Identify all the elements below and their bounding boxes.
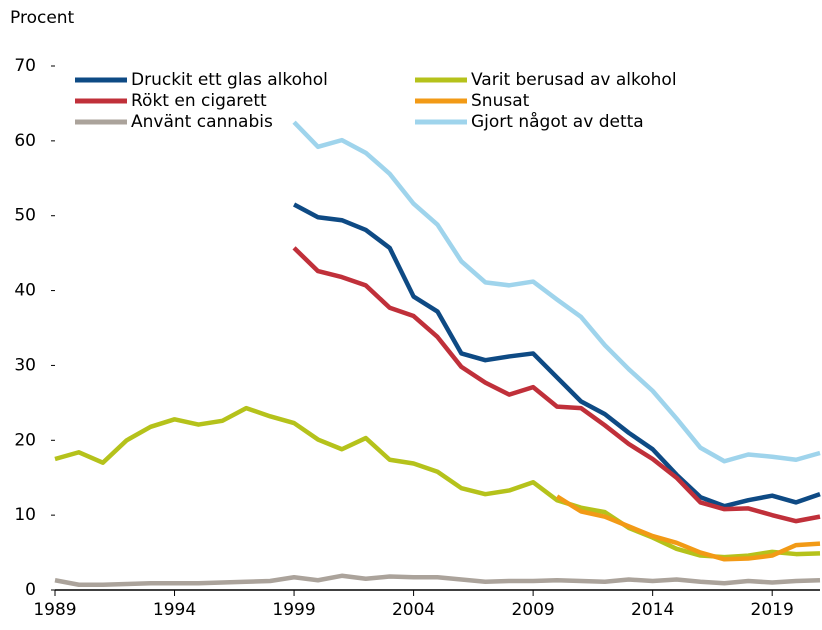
x-tick-label: 2004 [392, 600, 435, 620]
legend-label: Använt cannabis [131, 112, 273, 132]
x-tick-label: 1989 [33, 600, 76, 620]
y-tick-label: 30 [14, 355, 36, 375]
series-line [292, 246, 821, 524]
series-line [54, 405, 821, 560]
legend-label: Snusat [471, 91, 530, 111]
series-line [293, 202, 821, 509]
x-tick-label: 1999 [272, 600, 315, 620]
legend-label: Gjort något av detta [471, 111, 644, 132]
y-tick-label: 70 [14, 56, 36, 76]
legend-label: Varit berusad av alkohol [471, 70, 677, 90]
series-line [555, 494, 821, 562]
y-tick-label: 10 [14, 505, 36, 525]
legend-label: Rökt en cigarett [131, 91, 267, 111]
y-tick-label: 20 [14, 430, 36, 450]
y-tick-label: 0 [25, 580, 36, 600]
y-tick-label: 40 [14, 281, 36, 301]
x-tick-label: 2009 [511, 600, 554, 620]
x-tick-label: 2019 [751, 600, 794, 620]
series-line [292, 120, 821, 464]
y-tick-label: 50 [14, 206, 36, 226]
x-tick-label: 2014 [631, 600, 674, 620]
x-tick-label: 1994 [153, 600, 196, 620]
legend-label: Druckit ett glas alkohol [131, 70, 328, 90]
series-line [54, 573, 821, 588]
y-tick-label: 60 [14, 131, 36, 151]
y-axis-label: Procent [10, 8, 75, 28]
